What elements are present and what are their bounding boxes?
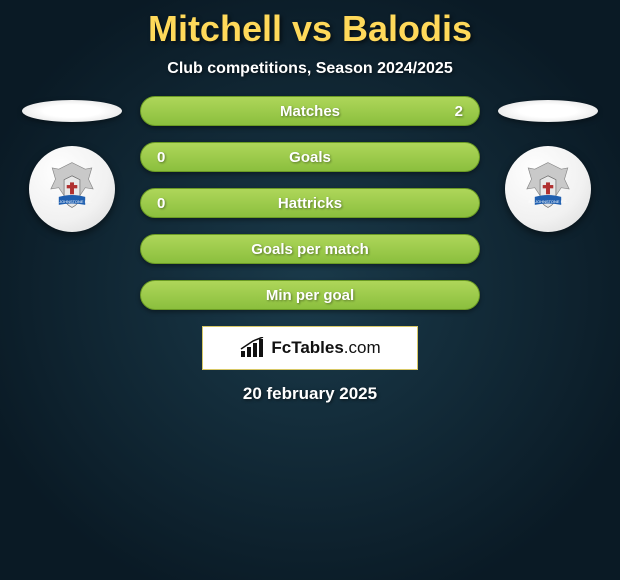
subtitle: Club competitions, Season 2024/2025: [167, 60, 452, 78]
left-club-crest: ST. JOHNSTONE F.C.: [29, 146, 115, 232]
date-label: 20 february 2025: [243, 384, 377, 404]
stat-row-matches: Matches 2: [140, 96, 480, 126]
stat-row-goals-per-match: Goals per match: [140, 234, 480, 264]
svg-text:ST. JOHNSTONE F.C.: ST. JOHNSTONE F.C.: [52, 199, 91, 204]
stat-right-value: 2: [455, 103, 463, 120]
right-player-shadow: [498, 100, 598, 122]
page-title: Mitchell vs Balodis: [148, 8, 472, 50]
right-player-col: ST. JOHNSTONE F.C.: [498, 96, 598, 232]
main-row: ST. JOHNSTONE F.C. Matches 2 0 Goals 0 H…: [0, 96, 620, 310]
stat-label: Min per goal: [266, 287, 354, 304]
branding-text: FcTables.com: [271, 338, 380, 358]
club-crest-icon: ST. JOHNSTONE F.C.: [39, 156, 105, 222]
comparison-card: Mitchell vs Balodis Club competitions, S…: [0, 0, 620, 404]
branding-name: FcTables: [271, 338, 343, 357]
branding-suffix: .com: [344, 338, 381, 357]
stat-row-hattricks: 0 Hattricks: [140, 188, 480, 218]
right-club-crest: ST. JOHNSTONE F.C.: [505, 146, 591, 232]
svg-text:ST. JOHNSTONE F.C.: ST. JOHNSTONE F.C.: [528, 199, 567, 204]
stat-left-value: 0: [157, 149, 165, 166]
stat-row-goals: 0 Goals: [140, 142, 480, 172]
stat-left-value: 0: [157, 195, 165, 212]
stat-label: Goals per match: [251, 241, 369, 258]
stat-label: Goals: [289, 149, 331, 166]
left-player-col: ST. JOHNSTONE F.C.: [22, 96, 122, 232]
stat-label: Hattricks: [278, 195, 342, 212]
stats-column: Matches 2 0 Goals 0 Hattricks Goals per …: [140, 96, 480, 310]
stat-label: Matches: [280, 103, 340, 120]
stat-row-min-per-goal: Min per goal: [140, 280, 480, 310]
left-player-shadow: [22, 100, 122, 122]
club-crest-icon: ST. JOHNSTONE F.C.: [515, 156, 581, 222]
chart-icon: [239, 337, 265, 359]
branding-box[interactable]: FcTables.com: [202, 326, 418, 370]
